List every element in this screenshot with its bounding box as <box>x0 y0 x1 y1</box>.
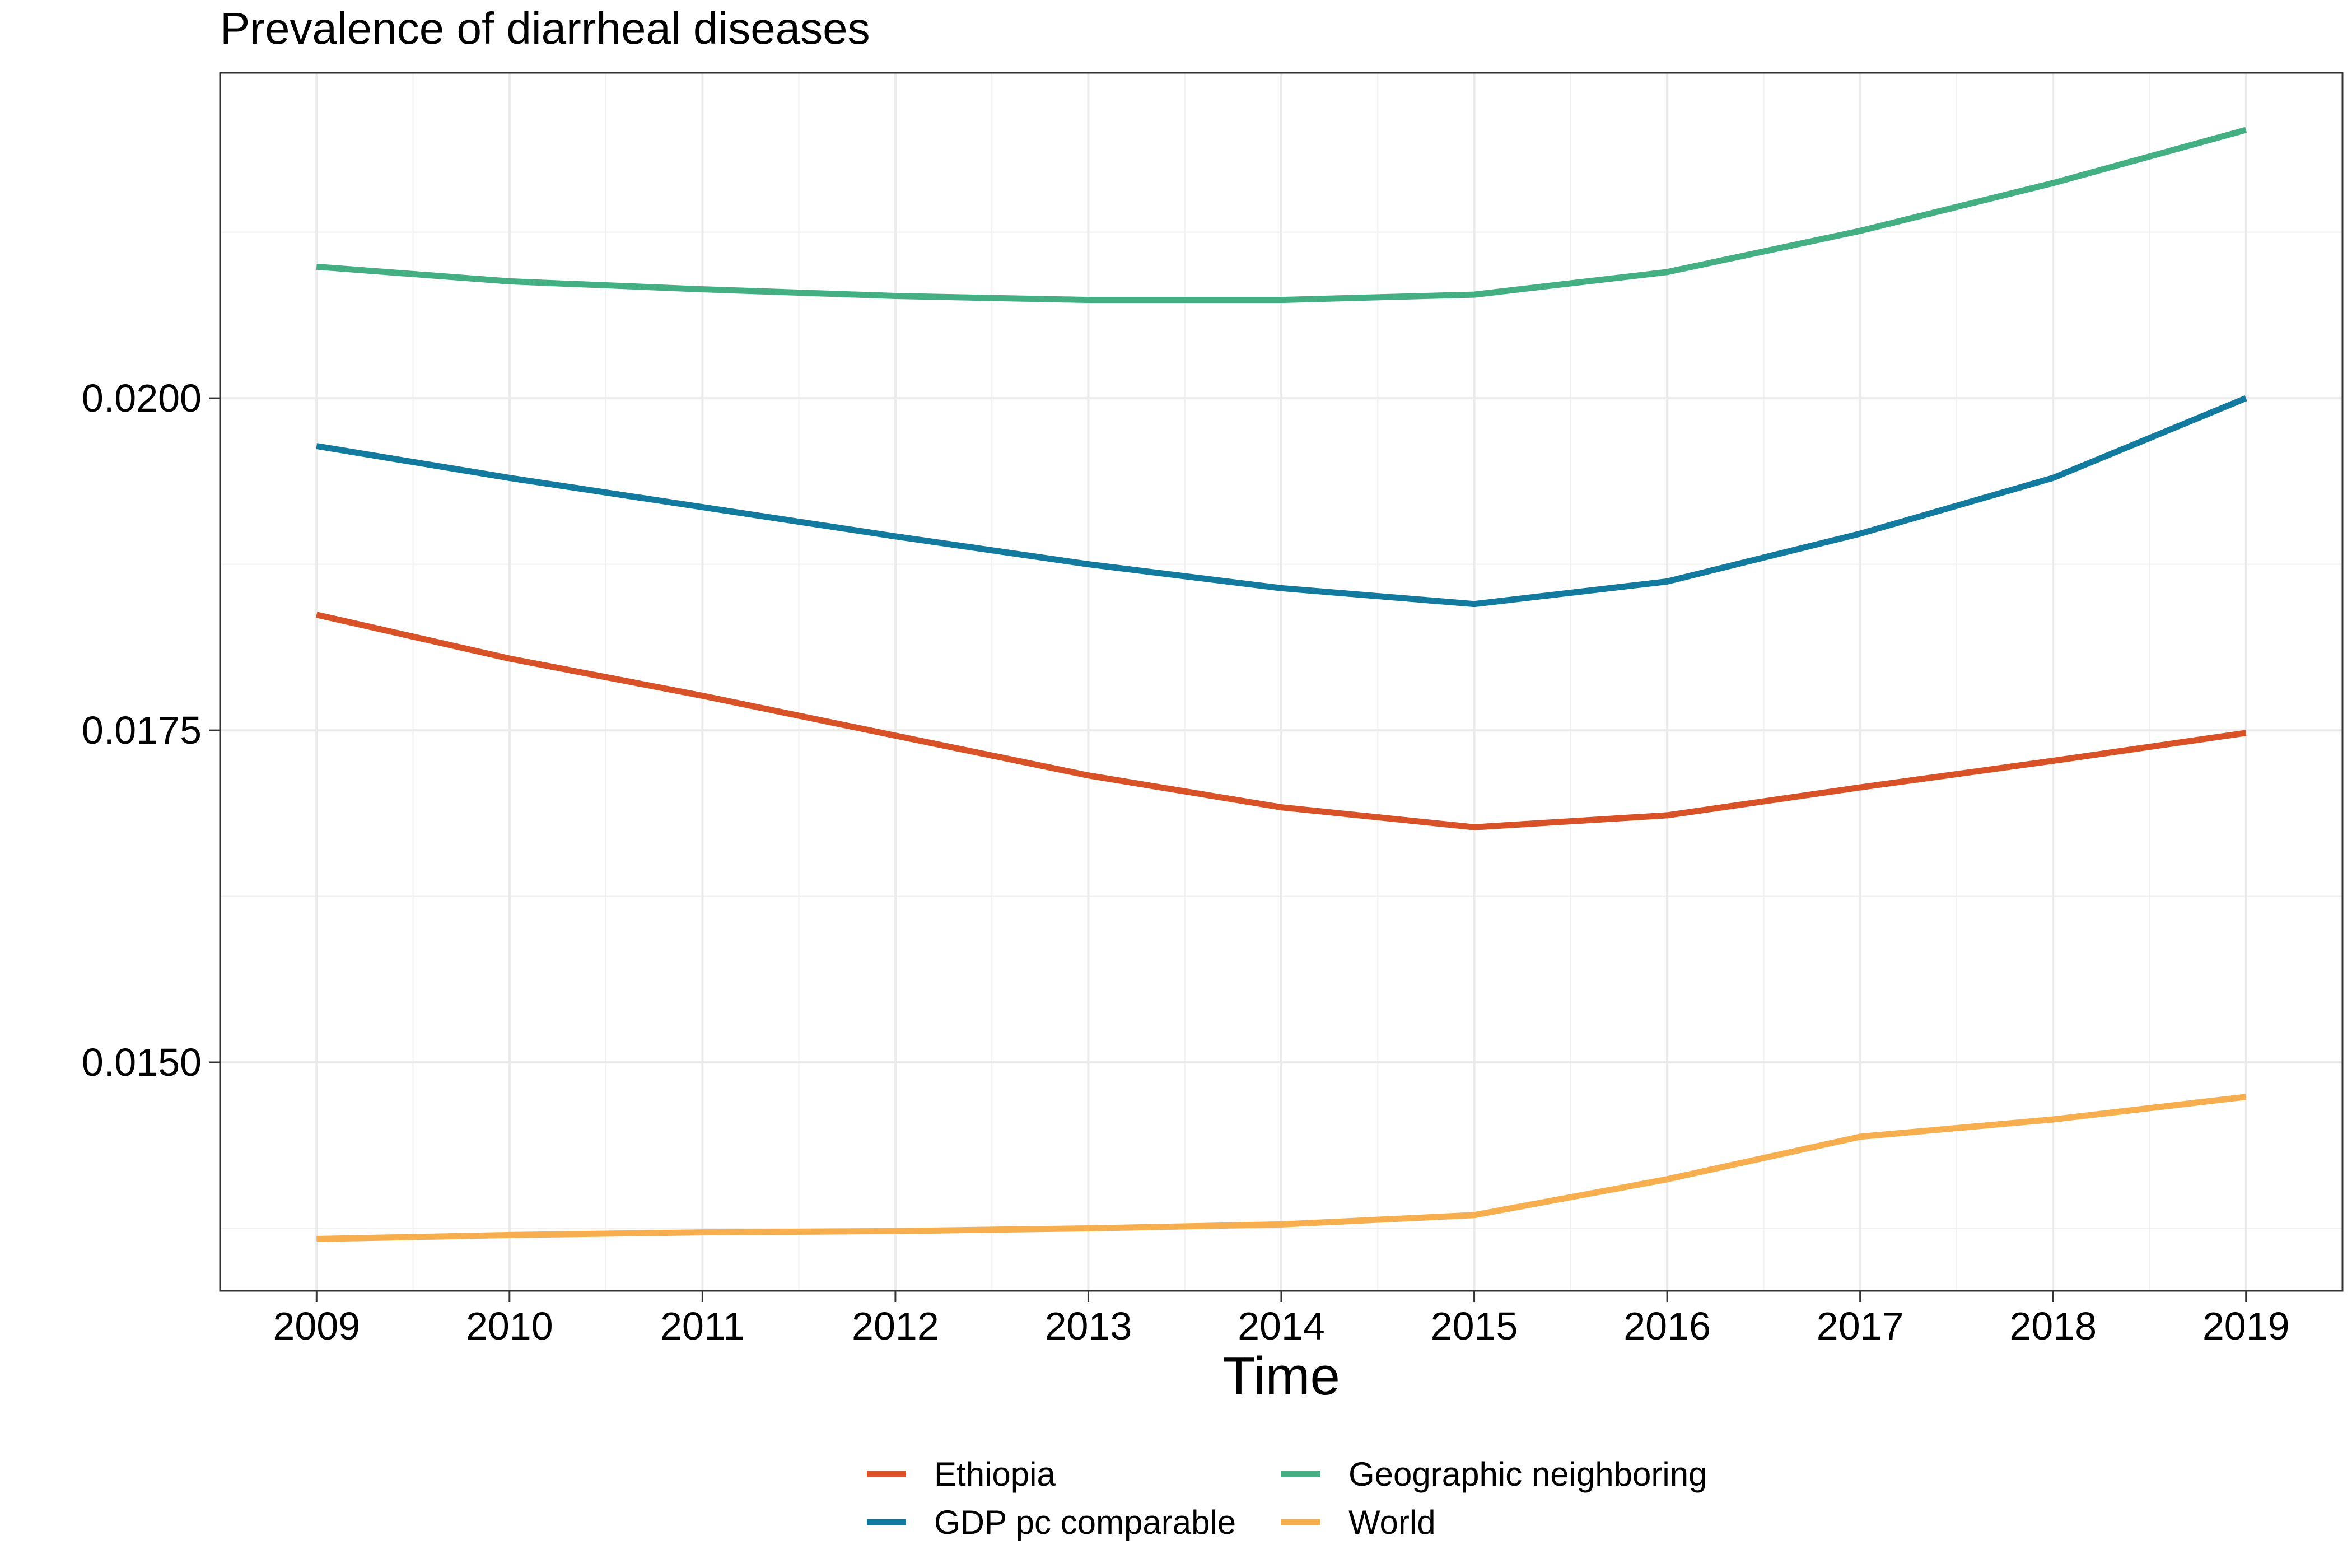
series-line-gdp-pc-comparable <box>316 395 2247 608</box>
series-lines <box>316 127 2247 1242</box>
x-tick-label: 2009 <box>273 1304 360 1348</box>
series-line-ethiopia <box>316 612 2247 830</box>
x-axis-title: Time <box>1222 1346 1340 1406</box>
x-tick-label: 2014 <box>1238 1304 1325 1348</box>
x-tick-label: 2010 <box>466 1304 553 1348</box>
x-tick-label: 2019 <box>2202 1304 2290 1348</box>
series-line-geographic-neighboring <box>316 127 2247 304</box>
y-axis: 0.0150 0.0175 0.0200 <box>82 376 220 1084</box>
legend-label-world: World <box>1348 1504 1436 1541</box>
x-tick-label: 2017 <box>1817 1304 1904 1348</box>
x-tick-label: 2015 <box>1431 1304 1518 1348</box>
major-gridlines <box>220 73 2342 1291</box>
y-tick-label: 0.0175 <box>82 708 202 752</box>
y-tick-label: 0.0200 <box>82 376 202 420</box>
legend-label-gdp-pc-comparable: GDP pc comparable <box>934 1504 1236 1541</box>
x-tick-label: 2012 <box>852 1304 939 1348</box>
x-axis: 2009 2010 2011 2012 2013 2014 2015 2016 2017 2018… <box>273 1291 2290 1348</box>
chart-title: Prevalence of diarrheal diseases <box>220 3 870 53</box>
legend-label-ethiopia: Ethiopia <box>934 1455 1056 1493</box>
legend-label-geographic-neighboring: Geographic neighboring <box>1348 1455 1707 1493</box>
legend: Ethiopia GDP pc comparable Geographic neig… <box>867 1455 1707 1541</box>
x-tick-label: 2016 <box>1623 1304 1711 1348</box>
x-tick-label: 2013 <box>1045 1304 1132 1348</box>
y-tick-label: 0.0150 <box>82 1040 202 1084</box>
x-tick-label: 2018 <box>2009 1304 2097 1348</box>
series-line-world <box>316 1094 2247 1242</box>
x-tick-label: 2011 <box>660 1304 745 1348</box>
